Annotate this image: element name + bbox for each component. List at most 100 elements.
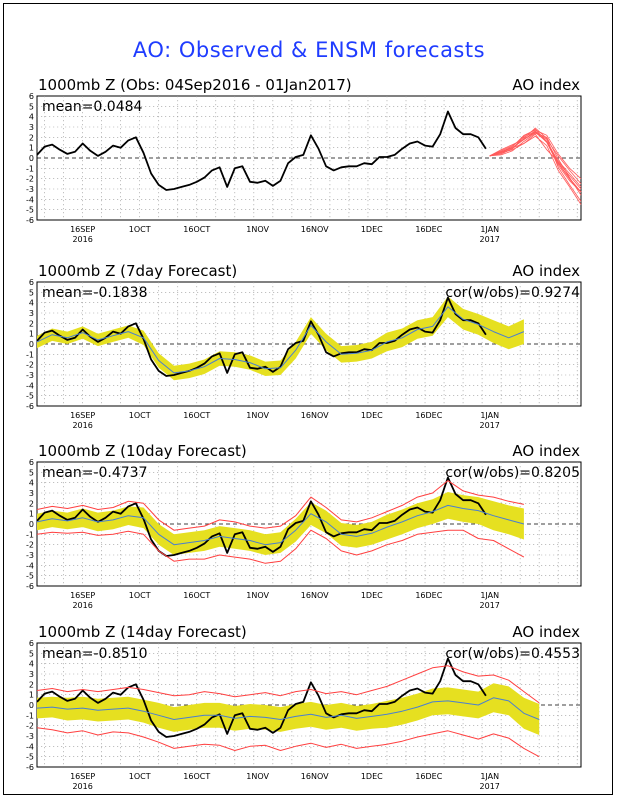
x-tick-year-label: 2017 bbox=[480, 421, 500, 430]
y-tick-label: 4 bbox=[29, 660, 34, 669]
y-tick-label: 5 bbox=[29, 468, 34, 477]
forecast-member-line bbox=[489, 135, 582, 205]
y-tick-label: 5 bbox=[29, 102, 34, 111]
panel-title: 1000mb Z (10day Forecast) bbox=[38, 442, 247, 460]
observed-line bbox=[36, 657, 487, 738]
x-tick-label: 16OCT bbox=[183, 225, 210, 234]
y-tick-label: 5 bbox=[29, 649, 34, 658]
y-tick-label: -3 bbox=[26, 551, 34, 560]
chart-marks bbox=[36, 110, 582, 205]
y-tick-label: -6 bbox=[26, 216, 34, 225]
panel-title: 1000mb Z (14day Forecast) bbox=[38, 623, 247, 641]
y-tick-label: -1 bbox=[26, 530, 34, 539]
x-tick-label: 1DEC bbox=[361, 772, 383, 781]
x-tick-label: 1JAN bbox=[480, 225, 499, 234]
correlation-label: cor(w/obs)=0.9274 bbox=[445, 285, 580, 301]
x-tick-label: 16NOV bbox=[301, 411, 329, 420]
x-tick-year-label: 2016 bbox=[72, 421, 92, 430]
x-tick-label: 1OCT bbox=[129, 225, 151, 234]
y-tick-label: -1 bbox=[26, 350, 34, 359]
x-tick-label: 16OCT bbox=[183, 591, 210, 600]
x-tick-year-label: 2017 bbox=[480, 235, 500, 244]
x-tick-label: 16NOV bbox=[301, 225, 329, 234]
chart-marks bbox=[36, 296, 525, 381]
y-tick-label: 4 bbox=[29, 113, 34, 122]
y-tick-label: 4 bbox=[29, 299, 34, 308]
y-tick-label: -3 bbox=[26, 732, 34, 741]
y-tick-label: 2 bbox=[29, 133, 34, 142]
x-tick-label: 1NOV bbox=[246, 411, 269, 420]
x-tick-label: 16SEP bbox=[70, 411, 95, 420]
mean-label: mean=-0.8510 bbox=[42, 646, 147, 662]
y-tick-label: -4 bbox=[26, 561, 34, 570]
chart-marks bbox=[36, 476, 525, 564]
x-tick-label: 16OCT bbox=[183, 411, 210, 420]
y-tick-label: -1 bbox=[26, 164, 34, 173]
x-tick-label: 1NOV bbox=[246, 591, 269, 600]
y-tick-label: 1 bbox=[29, 691, 34, 700]
y-tick-label: 6 bbox=[29, 458, 34, 467]
index-label: AO index bbox=[512, 623, 580, 641]
x-tick-label: 16NOV bbox=[301, 772, 329, 781]
x-tick-label: 16DEC bbox=[415, 591, 442, 600]
chart-marks bbox=[36, 657, 540, 758]
ensemble-mean-line bbox=[36, 697, 540, 720]
y-tick-label: 2 bbox=[29, 499, 34, 508]
x-tick-label: 1OCT bbox=[129, 411, 151, 420]
y-tick-label: 6 bbox=[29, 92, 34, 101]
y-tick-label: 0 bbox=[29, 520, 34, 529]
x-tick-label: 1JAN bbox=[480, 411, 499, 420]
y-tick-label: 0 bbox=[29, 701, 34, 710]
x-tick-year-label: 2016 bbox=[72, 601, 92, 610]
y-tick-label: -5 bbox=[26, 206, 34, 215]
forecast-line bbox=[489, 131, 582, 193]
ensemble-max-line bbox=[36, 665, 540, 704]
correlation-label: cor(w/obs)=0.4553 bbox=[445, 646, 580, 662]
y-tick-label: -2 bbox=[26, 722, 34, 731]
y-tick-label: 6 bbox=[29, 278, 34, 287]
y-tick-label: -4 bbox=[26, 195, 34, 204]
y-tick-label: 2 bbox=[29, 319, 34, 328]
index-label: AO index bbox=[512, 442, 580, 460]
ensemble-mean-line bbox=[36, 504, 525, 546]
y-tick-label: -2 bbox=[26, 541, 34, 550]
y-tick-label: -6 bbox=[26, 763, 34, 772]
y-tick-label: -5 bbox=[26, 392, 34, 401]
ensemble-spread-band bbox=[37, 492, 524, 555]
correlation-label: cor(w/obs)=0.8205 bbox=[445, 465, 580, 481]
x-tick-label: 16DEC bbox=[415, 772, 442, 781]
forecast-member-line bbox=[489, 132, 582, 196]
x-tick-year-label: 2016 bbox=[72, 782, 92, 791]
y-tick-label: 3 bbox=[29, 670, 34, 679]
y-tick-label: 2 bbox=[29, 680, 34, 689]
y-tick-label: -2 bbox=[26, 361, 34, 370]
figure-frame bbox=[3, 3, 613, 795]
y-tick-label: -4 bbox=[26, 742, 34, 751]
ensemble-spread-band bbox=[37, 296, 524, 381]
grid bbox=[37, 96, 581, 220]
x-tick-label: 16NOV bbox=[301, 591, 329, 600]
y-tick-label: -3 bbox=[26, 371, 34, 380]
ensemble-min-line bbox=[36, 727, 540, 758]
x-tick-year-label: 2017 bbox=[480, 601, 500, 610]
index-label: AO index bbox=[512, 262, 580, 280]
forecast-member-line bbox=[489, 127, 582, 202]
index-label: AO index bbox=[512, 76, 580, 94]
mean-label: mean=-0.1838 bbox=[42, 285, 147, 301]
observed-line bbox=[36, 476, 487, 557]
x-tick-label: 1NOV bbox=[246, 225, 269, 234]
y-tick-label: -2 bbox=[26, 175, 34, 184]
x-tick-label: 1DEC bbox=[361, 411, 383, 420]
x-tick-year-label: 2017 bbox=[480, 782, 500, 791]
x-tick-label: 1OCT bbox=[129, 591, 151, 600]
y-tick-label: -1 bbox=[26, 711, 34, 720]
ensemble-max-line bbox=[36, 480, 524, 531]
forecast-member-line bbox=[489, 130, 582, 193]
y-tick-label: 0 bbox=[29, 154, 34, 163]
y-tick-label: -6 bbox=[26, 402, 34, 411]
